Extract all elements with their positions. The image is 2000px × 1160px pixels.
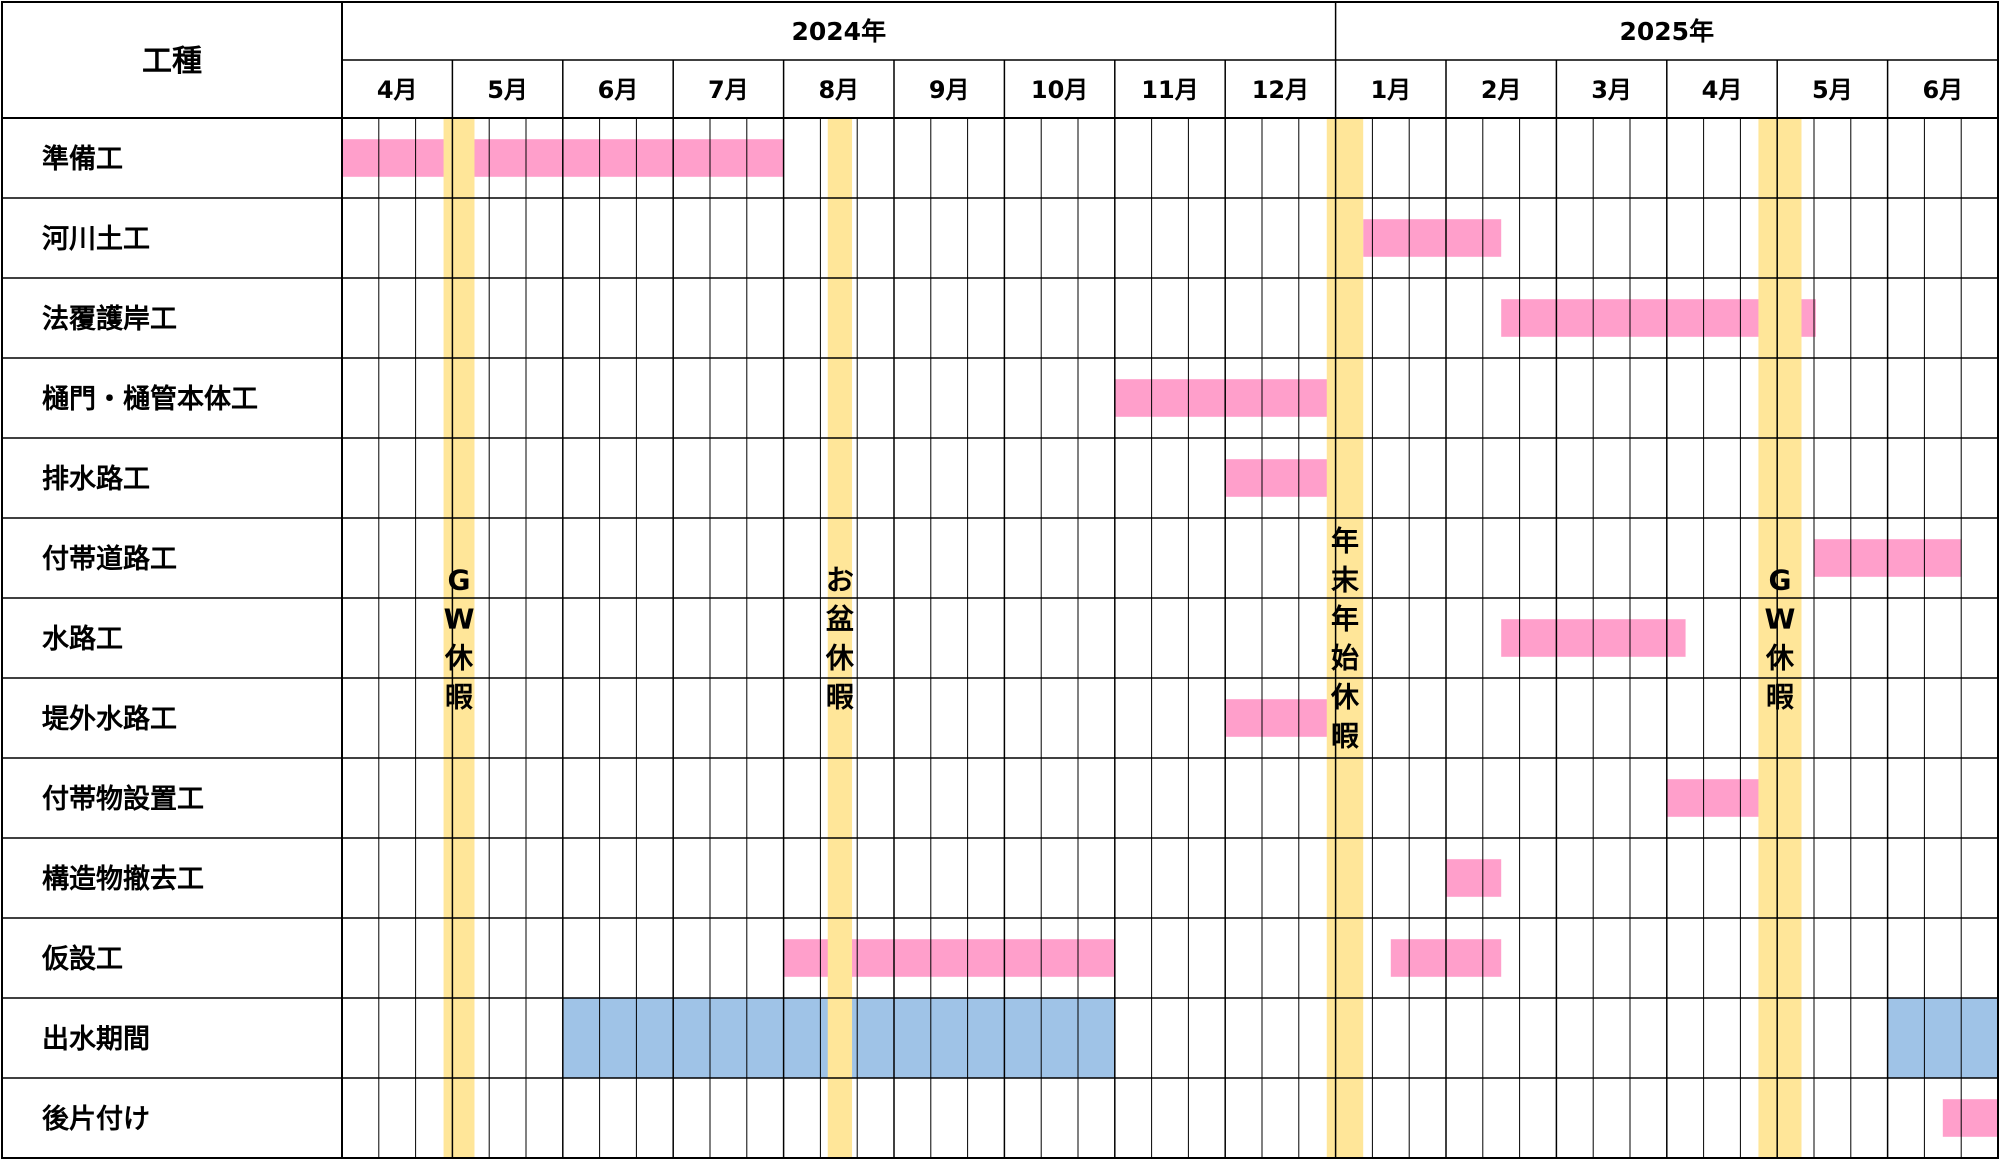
holiday-label: 年末年始休暇 — [1330, 525, 1360, 753]
year-label: 2025年 — [1620, 17, 1715, 46]
month-label: 6月 — [598, 76, 639, 104]
task-label: 準備工 — [42, 143, 123, 175]
month-label: 5月 — [487, 76, 528, 104]
task-label: 付帯物設置工 — [42, 783, 204, 815]
holiday-label: お盆休暇 — [825, 564, 855, 714]
task-label: 水路工 — [42, 623, 123, 655]
task-label: 樋門・樋管本体工 — [42, 384, 258, 415]
header-label: 工種 — [142, 44, 202, 79]
year-label: 2024年 — [792, 17, 887, 46]
task-label: 排水路工 — [42, 463, 150, 495]
task-label: 仮設工 — [41, 943, 123, 975]
month-label: 4月 — [377, 76, 418, 104]
task-label: 出水期間 — [42, 1024, 150, 1055]
labels: 工種 2024年 2025年 4月 5月 6月 7月 8月 9月 10月 11月 12月 1月 2月 3月… — [41, 17, 1963, 1135]
month-label: 8月 — [818, 76, 859, 104]
holiday-label: G W 休暇 — [1765, 564, 1796, 714]
task-label: 付帯道路工 — [42, 543, 177, 575]
month-label: 3月 — [1591, 76, 1632, 104]
task-bar — [1446, 859, 1502, 897]
holiday-label: G W 休暇 — [444, 564, 475, 714]
month-label: 5月 — [1812, 76, 1853, 104]
month-label: 12月 — [1252, 76, 1309, 104]
holiday-bands — [443, 118, 1802, 1158]
month-label: 6月 — [1922, 76, 1963, 104]
holiday-band — [443, 118, 475, 1158]
month-label: 9月 — [929, 76, 970, 104]
holiday-band — [1326, 118, 1364, 1158]
task-label: 後片付け — [42, 1104, 150, 1135]
task-label: 構造物撤去工 — [42, 863, 204, 895]
month-label: 1月 — [1370, 76, 1411, 104]
month-label: 4月 — [1702, 76, 1743, 104]
month-label: 11月 — [1141, 76, 1198, 104]
task-label: 堤外水路工 — [42, 703, 177, 735]
holiday-band — [1758, 118, 1802, 1158]
task-bar — [1887, 998, 1998, 1078]
task-label: 河川土工 — [42, 224, 150, 255]
holiday-band — [827, 118, 853, 1158]
month-label: 7月 — [708, 76, 749, 104]
task-label: 法覆護岸工 — [42, 303, 177, 335]
task-bar — [1225, 459, 1336, 497]
month-label: 2月 — [1481, 76, 1522, 104]
month-label: 10月 — [1031, 76, 1088, 104]
task-bar — [1363, 219, 1502, 257]
task-bar — [1225, 699, 1336, 737]
task-bar — [1942, 1099, 1998, 1137]
